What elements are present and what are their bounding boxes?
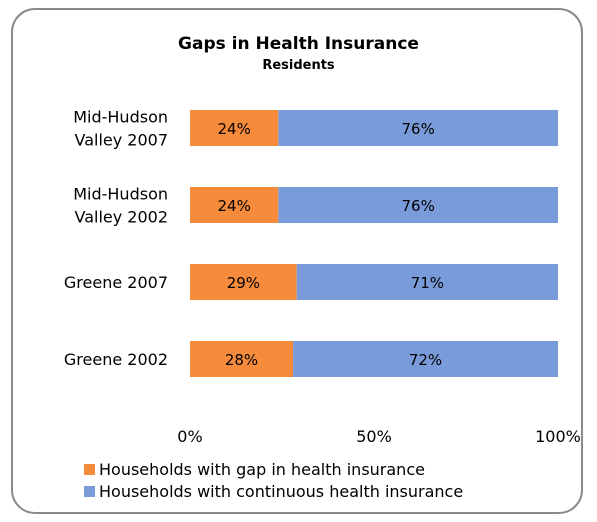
legend-label-continuous: Households with continuous health insura… <box>99 481 464 501</box>
legend-item-continuous: Households with continuous health insura… <box>84 480 463 502</box>
legend: Households with gap in health insurance … <box>84 458 463 502</box>
x-tick-label: 100% <box>535 427 581 446</box>
legend-swatch-gap <box>84 463 95 475</box>
category-label: Greene 2002 <box>64 350 168 369</box>
data-label: 76% <box>401 197 434 215</box>
data-label: 76% <box>401 120 434 138</box>
category-label: Mid-Hudson Valley 2002 <box>73 185 168 227</box>
category-label: Greene 2007 <box>64 273 168 292</box>
chart-frame <box>11 8 583 514</box>
data-label: 29% <box>227 274 260 292</box>
data-label: 28% <box>225 351 258 369</box>
data-label: 72% <box>409 351 442 369</box>
bar-gap <box>190 341 294 377</box>
bar-continuous <box>278 110 558 146</box>
x-tick-label: 50% <box>356 427 392 446</box>
bar-continuous <box>296 264 558 300</box>
data-label: 71% <box>411 274 444 292</box>
bar-gap <box>190 264 297 300</box>
chart-title: Gaps in Health Insurance <box>178 34 419 54</box>
bar-gap <box>190 187 279 223</box>
chart-subtitle: Residents <box>262 58 335 73</box>
x-tick-label: 0% <box>177 427 202 446</box>
bar-continuous <box>293 341 558 377</box>
legend-swatch-continuous <box>84 485 95 497</box>
data-label: 24% <box>217 197 250 215</box>
bar-continuous <box>278 187 558 223</box>
legend-label-gap: Households with gap in health insurance <box>99 459 425 479</box>
bar-gap <box>190 110 279 146</box>
category-label: Mid-Hudson Valley 2007 <box>73 108 168 150</box>
data-label: 24% <box>217 120 250 138</box>
legend-item-gap: Households with gap in health insurance <box>84 458 463 480</box>
